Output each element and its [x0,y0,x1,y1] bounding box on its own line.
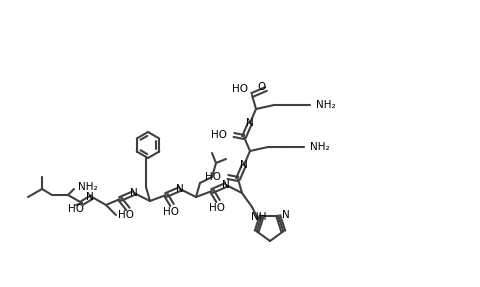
Text: N: N [240,160,248,170]
Text: N: N [86,192,94,202]
Text: HO: HO [232,84,248,94]
Text: NH₂: NH₂ [316,100,336,110]
Text: N: N [282,210,290,220]
Text: N: N [246,118,254,128]
Text: NH: NH [251,212,266,222]
Text: O: O [258,82,266,92]
Text: NH₂: NH₂ [78,182,97,192]
Text: N: N [176,184,184,194]
Text: NH₂: NH₂ [310,142,330,152]
Text: N: N [222,180,230,190]
Text: HO: HO [205,172,221,182]
Text: HO: HO [209,203,225,213]
Text: N: N [130,188,138,198]
Text: HO: HO [163,207,179,217]
Text: HO: HO [211,130,227,140]
Text: HO: HO [118,210,134,220]
Text: HO: HO [68,204,84,214]
